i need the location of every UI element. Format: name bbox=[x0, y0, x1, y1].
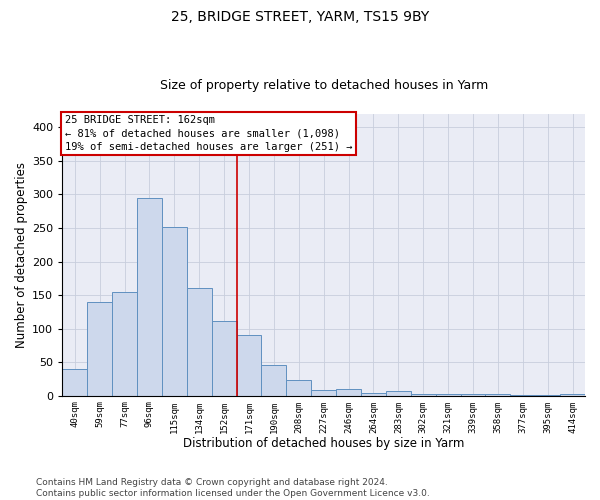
Bar bbox=[560, 394, 585, 396]
X-axis label: Distribution of detached houses by size in Yarm: Distribution of detached houses by size … bbox=[183, 437, 464, 450]
Text: 25, BRIDGE STREET, YARM, TS15 9BY: 25, BRIDGE STREET, YARM, TS15 9BY bbox=[171, 10, 429, 24]
Bar bbox=[112, 292, 137, 396]
Bar bbox=[212, 320, 236, 396]
Bar bbox=[62, 369, 87, 396]
Bar bbox=[361, 393, 386, 396]
Text: 25 BRIDGE STREET: 162sqm
← 81% of detached houses are smaller (1,098)
19% of sem: 25 BRIDGE STREET: 162sqm ← 81% of detach… bbox=[65, 116, 352, 152]
Title: Size of property relative to detached houses in Yarm: Size of property relative to detached ho… bbox=[160, 79, 488, 92]
Bar bbox=[461, 394, 485, 396]
Bar bbox=[511, 395, 535, 396]
Bar bbox=[386, 391, 411, 396]
Bar bbox=[87, 302, 112, 396]
Bar bbox=[311, 390, 336, 396]
Bar bbox=[137, 198, 162, 396]
Bar bbox=[262, 365, 286, 396]
Bar bbox=[286, 380, 311, 396]
Bar bbox=[236, 334, 262, 396]
Bar bbox=[162, 226, 187, 396]
Bar bbox=[535, 395, 560, 396]
Bar bbox=[187, 288, 212, 396]
Bar bbox=[336, 389, 361, 396]
Bar bbox=[485, 394, 511, 396]
Y-axis label: Number of detached properties: Number of detached properties bbox=[15, 162, 28, 348]
Bar bbox=[436, 394, 461, 396]
Text: Contains HM Land Registry data © Crown copyright and database right 2024.
Contai: Contains HM Land Registry data © Crown c… bbox=[36, 478, 430, 498]
Bar bbox=[411, 394, 436, 396]
